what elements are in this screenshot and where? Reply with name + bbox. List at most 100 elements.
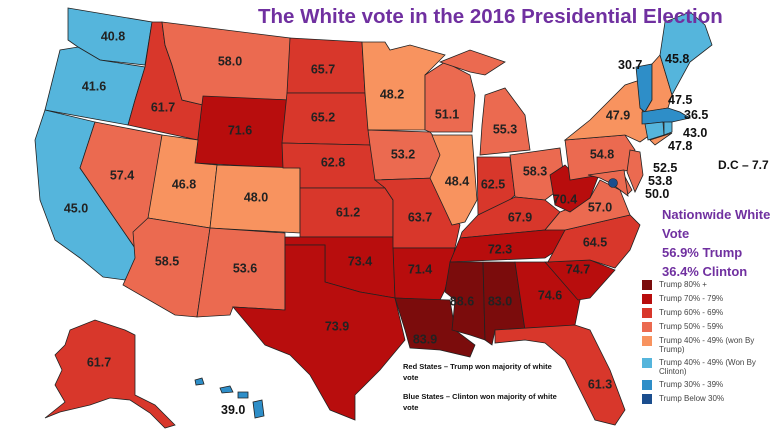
- state-label-mt: 58.0: [218, 54, 242, 68]
- state-label-md: 50.0: [645, 187, 669, 201]
- state-label-wi: 51.1: [435, 107, 459, 121]
- legend-item: Trump 40% - 49% (won By Trump): [642, 336, 777, 354]
- state-label-me: 45.8: [665, 52, 689, 66]
- state-me: [659, 11, 713, 97]
- legend-item: Trump 60% - 69%: [642, 308, 777, 318]
- state-label-ks: 61.2: [336, 205, 360, 219]
- legend-item: Trump Below 30%: [642, 394, 777, 404]
- state-label-de: 53.8: [648, 174, 672, 188]
- state-hi: [219, 385, 234, 394]
- state-label-ms: 88.6: [450, 294, 474, 308]
- state-label-la: 83.9: [413, 332, 437, 346]
- state-label-va: 57.0: [588, 200, 612, 214]
- legend-swatch: [642, 322, 652, 332]
- legend-swatch: [642, 336, 652, 346]
- state-label-oh: 58.3: [523, 164, 547, 178]
- state-hi: [237, 391, 249, 399]
- legend-label: Trump 40% - 49% (won By Trump): [659, 336, 755, 354]
- state-label-ar: 71.4: [408, 262, 432, 276]
- state-label-ri: 43.0: [683, 126, 707, 140]
- state-label-ut: 46.8: [172, 177, 196, 191]
- legend-label: Trump 40% - 49% (Won By Clinton): [659, 358, 756, 376]
- legend-label: Trump 60% - 69%: [659, 308, 724, 317]
- state-label-co: 48.0: [244, 190, 268, 204]
- state-label-nv: 57.4: [110, 168, 134, 182]
- state-label-mo: 63.7: [408, 210, 432, 224]
- state-label-mi: 55.3: [493, 122, 517, 136]
- state-label-nc: 64.5: [583, 235, 607, 249]
- state-md: [587, 169, 629, 197]
- state-label-wy: 71.6: [228, 123, 252, 137]
- dc-label: D.C – 7.7: [718, 158, 769, 172]
- state-label-nm: 53.6: [233, 261, 257, 275]
- nationwide-clinton: 36.4% Clinton: [662, 264, 748, 279]
- state-label-wv: 70.4: [553, 192, 577, 206]
- state-mi: [438, 49, 506, 76]
- state-label-al: 83.0: [488, 294, 512, 308]
- state-label-az: 58.5: [155, 254, 179, 268]
- state-label-nh: 47.5: [668, 93, 692, 107]
- legend-item: Trump 40% - 49% (Won By Clinton): [642, 358, 777, 376]
- state-label-pa: 54.8: [590, 147, 614, 161]
- legend-label: Trump 80% +: [659, 280, 707, 289]
- state-ny: [649, 132, 673, 146]
- legend-swatch: [642, 294, 652, 304]
- state-ri: [663, 121, 673, 136]
- state-label-sc: 74.7: [566, 262, 590, 276]
- legend-swatch: [642, 308, 652, 318]
- legend-item: Trump 70% - 79%: [642, 294, 777, 304]
- legend-label: Trump 50% - 59%: [659, 322, 724, 331]
- state-label-ma: 36.5: [684, 108, 708, 122]
- state-label-hi: 39.0: [221, 403, 245, 417]
- state-label-ct: 47.8: [668, 139, 692, 153]
- state-label-wa: 40.8: [101, 29, 125, 43]
- legend-swatch: [642, 358, 652, 368]
- state-label-ky: 67.9: [508, 210, 532, 224]
- state-fl: [494, 324, 626, 426]
- state-mn: [361, 41, 446, 131]
- state-label-id: 61.7: [151, 100, 175, 114]
- state-ar: [392, 247, 456, 301]
- legend-swatch: [642, 380, 652, 390]
- state-label-mn: 48.2: [380, 87, 404, 101]
- legend-swatch: [642, 394, 652, 404]
- state-label-ne: 62.8: [321, 155, 345, 169]
- state-mi: [479, 87, 531, 156]
- legend-label: Trump 70% - 79%: [659, 294, 724, 303]
- state-wi: [424, 61, 476, 133]
- state-label-in: 62.5: [481, 177, 505, 191]
- state-dc: [608, 178, 618, 188]
- state-tx: [232, 244, 406, 421]
- legend-swatch: [642, 280, 652, 290]
- state-label-ak: 61.7: [87, 355, 111, 369]
- legend-label: Trump Below 30%: [659, 394, 725, 403]
- state-label-tn: 72.3: [488, 242, 512, 256]
- nationwide-summary: Nationwide White Vote 56.9% Trump 36.4% …: [662, 205, 772, 281]
- notes: Red States – Trump won majority of white…: [403, 361, 563, 421]
- state-ma: [641, 107, 692, 125]
- legend: Trump 80% + Trump 70% - 79% Trump 60% - 69…: [642, 280, 777, 408]
- state-label-ny: 47.9: [606, 108, 630, 122]
- state-label-il: 48.4: [445, 174, 469, 188]
- nationwide-trump: 56.9% Trump: [662, 245, 743, 260]
- state-label-nd: 65.7: [311, 62, 335, 76]
- legend-item: Trump 80% +: [642, 280, 777, 290]
- state-label-nj: 52.5: [653, 161, 677, 175]
- state-label-ok: 73.4: [348, 254, 372, 268]
- state-label-ga: 74.6: [538, 288, 562, 302]
- legend-item: Trump 30% - 39%: [642, 380, 777, 390]
- nationwide-heading: Nationwide White Vote: [662, 207, 771, 241]
- legend-label: Trump 30% - 39%: [659, 380, 724, 389]
- note-blue-states: Blue States – Clinton won majority of wh…: [403, 392, 557, 412]
- state-hi: [194, 377, 205, 386]
- state-label-ia: 53.2: [391, 147, 415, 161]
- legend-item: Trump 50% - 59%: [642, 322, 777, 332]
- state-label-sd: 65.2: [311, 110, 335, 124]
- state-nc: [547, 214, 641, 269]
- map-title: The White vote in the 2016 Presidential …: [258, 5, 723, 28]
- state-label-or: 41.6: [82, 79, 106, 93]
- state-label-tx: 73.9: [325, 319, 349, 333]
- state-nj: [626, 149, 644, 194]
- state-ak: [44, 319, 176, 429]
